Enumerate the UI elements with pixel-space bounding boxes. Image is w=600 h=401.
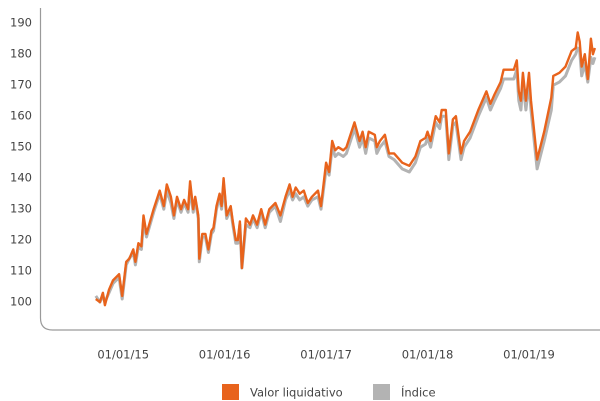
y-tick-label: 150 xyxy=(10,140,32,154)
y-tick-label: 110 xyxy=(10,264,32,278)
y-tick-label: 140 xyxy=(10,171,32,185)
y-tick-label: 130 xyxy=(10,202,32,216)
x-tick-label: 01/01/15 xyxy=(97,348,149,362)
y-tick-label: 180 xyxy=(10,47,32,61)
y-tick-label: 170 xyxy=(10,78,32,92)
axis-frame xyxy=(39,8,600,331)
legend-swatch xyxy=(373,384,390,400)
x-tick-label: 01/01/16 xyxy=(199,348,251,362)
series-line xyxy=(94,46,597,304)
series-line xyxy=(95,31,597,307)
y-tick-label: 190 xyxy=(10,16,32,30)
legend-swatch xyxy=(222,384,239,400)
y-tick-label: 100 xyxy=(10,295,32,309)
legend-label: Índice xyxy=(401,385,436,400)
legend-label: Valor liquidativo xyxy=(250,386,343,400)
x-tick-label: 01/01/17 xyxy=(300,348,352,362)
x-tick-label: 01/01/19 xyxy=(503,348,555,362)
x-tick-label: 01/01/18 xyxy=(402,348,454,362)
y-tick-label: 120 xyxy=(10,233,32,247)
y-tick-label: 160 xyxy=(10,109,32,123)
